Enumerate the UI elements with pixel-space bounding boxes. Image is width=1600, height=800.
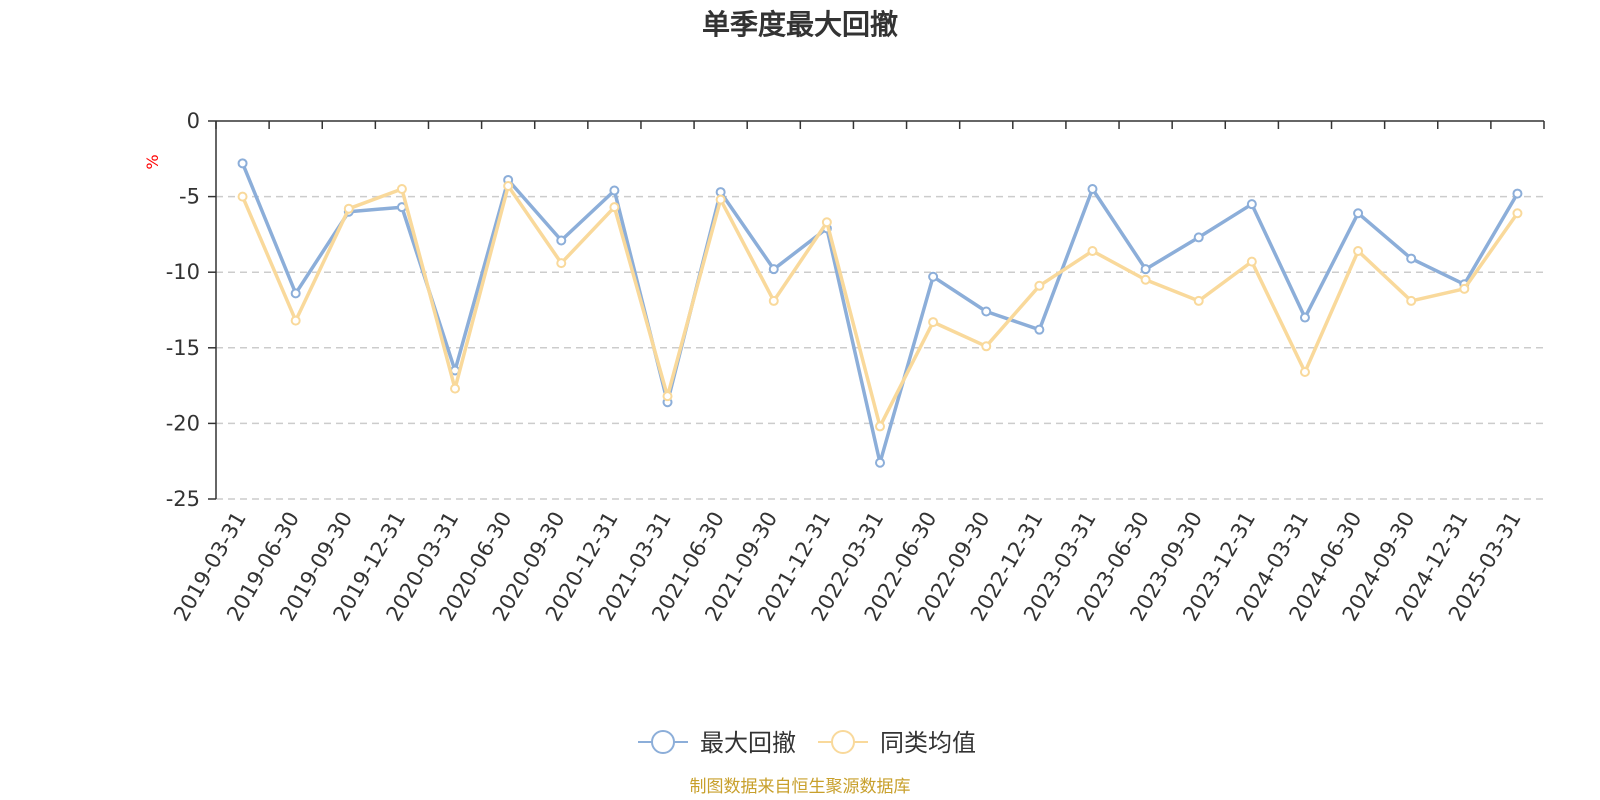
data-point [928,271,939,282]
data-point [1512,188,1523,199]
data-point [1353,208,1364,219]
data-point [1193,295,1204,306]
data-point [1512,208,1523,219]
legend-item-1: 最大回撤 [638,729,796,757]
data-point [981,341,992,352]
data-point [290,288,301,299]
data-point [1140,274,1151,285]
data-point [821,217,832,228]
legend-label: 最大回撤 [700,729,796,757]
data-point [1087,184,1098,195]
data-point [1299,366,1310,377]
data-point [928,317,939,328]
legend-marker [831,730,855,754]
data-point [1353,246,1364,257]
data-point [1246,199,1257,210]
data-point [556,235,567,246]
data-point [1299,312,1310,323]
data-point [1087,246,1098,257]
data-point [290,315,301,326]
data-source-note: 制图数据来自恒生聚源数据库 [690,777,911,797]
series-2 [237,181,1523,432]
data-point [396,184,407,195]
legend-marker [651,730,675,754]
y-tick-label: -15 [166,336,200,360]
legend-label: 同类均值 [880,729,976,757]
data-point [503,181,514,192]
data-point [981,306,992,317]
data-point [1406,295,1417,306]
data-point [715,194,726,205]
y-tick-label: 0 [187,109,200,133]
data-point [1140,264,1151,275]
data-point [768,264,779,275]
legend: 最大回撤 同类均值 [638,729,976,757]
grid-lines [216,195,1544,500]
y-tick-label: -20 [166,411,200,435]
axes: 0-5-10-15-20-252019-03-312019-06-302019-… [166,109,1545,625]
legend-item-2: 同类均值 [818,729,976,757]
data-point [1193,232,1204,243]
data-point [1406,253,1417,264]
data-point [609,202,620,213]
series-lines [237,158,1523,468]
data-point [768,295,779,306]
data-point [237,158,248,169]
data-point [237,191,248,202]
y-tick-label: -5 [179,185,200,209]
y-tick-label: -25 [166,487,200,511]
data-point [875,421,885,432]
data-point [343,203,354,214]
data-point [556,258,567,269]
data-point [1459,283,1470,294]
data-point [875,457,885,468]
series-line [240,184,1519,429]
data-point [1034,280,1045,291]
data-point [662,391,673,402]
data-point [1034,324,1045,335]
y-axis-unit: % [143,154,162,169]
y-tick-label: -10 [166,260,200,284]
data-point [450,383,461,394]
chart-title: 单季度最大回撤 [702,8,898,41]
data-point [1246,256,1257,267]
data-point [609,185,620,196]
